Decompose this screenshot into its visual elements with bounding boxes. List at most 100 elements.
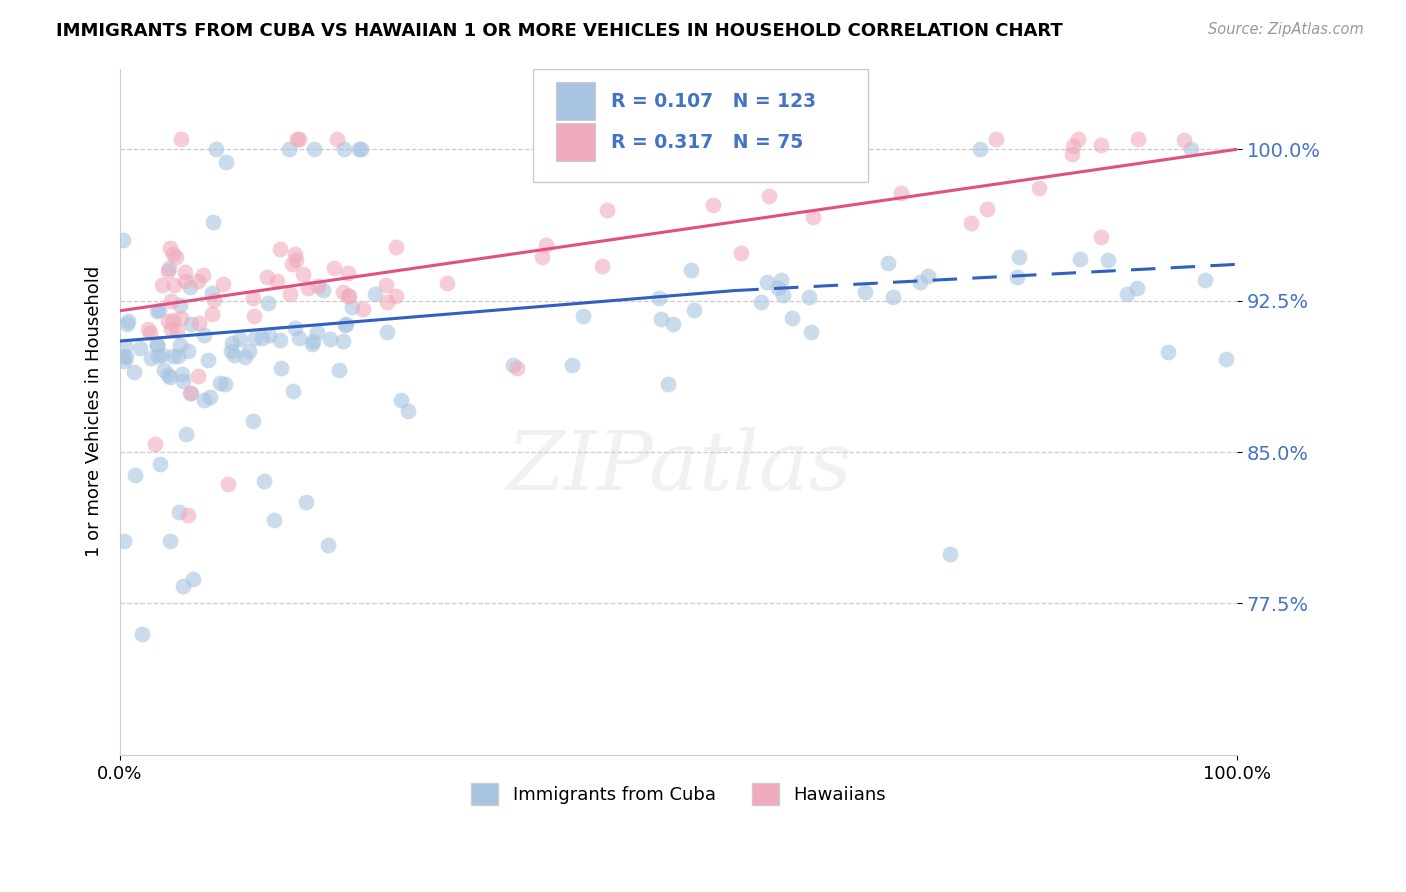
- Point: [183, 572, 205, 586]
- Point: [347, 142, 370, 156]
- Point: [202, 215, 225, 229]
- Point: [114, 338, 136, 352]
- Point: [159, 533, 181, 548]
- Point: [976, 202, 998, 217]
- Point: [302, 142, 325, 156]
- Point: [221, 344, 243, 359]
- Point: [332, 285, 354, 299]
- Point: [166, 324, 188, 338]
- Point: [374, 278, 396, 293]
- Point: [591, 260, 613, 274]
- Point: [1090, 230, 1112, 244]
- Point: [177, 344, 200, 359]
- Point: [243, 331, 266, 345]
- Point: [1066, 132, 1088, 146]
- Point: [377, 325, 399, 339]
- Point: [1028, 181, 1050, 195]
- Point: [253, 474, 276, 488]
- Point: [242, 291, 264, 305]
- Point: [1062, 138, 1084, 153]
- Point: [278, 287, 301, 301]
- Point: [801, 210, 824, 224]
- Point: [159, 370, 181, 384]
- Point: [772, 288, 794, 302]
- Point: [384, 240, 406, 254]
- Point: [257, 327, 280, 342]
- Point: [1173, 133, 1195, 147]
- Point: [333, 142, 356, 156]
- Point: [159, 241, 181, 255]
- Point: [149, 457, 172, 471]
- Point: [146, 338, 169, 352]
- Point: [333, 318, 356, 333]
- Point: [188, 316, 211, 330]
- Point: [758, 188, 780, 202]
- Point: [186, 274, 208, 288]
- Point: [202, 293, 225, 307]
- Point: [336, 266, 359, 280]
- Point: [266, 274, 288, 288]
- Point: [174, 426, 197, 441]
- Point: [211, 277, 233, 291]
- Point: [172, 579, 194, 593]
- Point: [285, 132, 308, 146]
- Point: [1126, 132, 1149, 146]
- Point: [769, 273, 792, 287]
- Point: [250, 330, 273, 344]
- Point: [572, 309, 595, 323]
- Point: [112, 354, 135, 368]
- Point: [336, 288, 359, 302]
- Point: [766, 281, 789, 295]
- Point: [173, 274, 195, 288]
- FancyBboxPatch shape: [555, 82, 595, 120]
- Point: [278, 142, 301, 156]
- Point: [191, 268, 214, 283]
- Point: [257, 296, 280, 310]
- Point: [157, 368, 180, 382]
- Point: [301, 337, 323, 351]
- Text: R = 0.317   N = 75: R = 0.317 N = 75: [612, 133, 817, 152]
- Point: [115, 350, 138, 364]
- Point: [162, 313, 184, 327]
- Point: [364, 286, 387, 301]
- Point: [1157, 344, 1180, 359]
- Point: [384, 288, 406, 302]
- Point: [180, 386, 202, 401]
- Point: [146, 349, 169, 363]
- Point: [332, 334, 354, 349]
- Point: [169, 298, 191, 312]
- Point: [201, 307, 224, 321]
- Point: [129, 341, 152, 355]
- Point: [269, 242, 291, 256]
- FancyBboxPatch shape: [533, 69, 869, 182]
- Point: [180, 317, 202, 331]
- Point: [1008, 250, 1031, 264]
- Point: [270, 360, 292, 375]
- Point: [917, 269, 939, 284]
- Point: [170, 132, 193, 146]
- Point: [436, 277, 458, 291]
- Point: [530, 250, 553, 264]
- Point: [702, 197, 724, 211]
- Point: [170, 311, 193, 326]
- Point: [162, 349, 184, 363]
- Point: [756, 275, 779, 289]
- Point: [169, 505, 191, 519]
- Point: [146, 338, 169, 352]
- Point: [1090, 137, 1112, 152]
- Point: [681, 263, 703, 277]
- Point: [984, 132, 1007, 146]
- Point: [326, 132, 349, 146]
- Point: [193, 328, 215, 343]
- Point: [217, 477, 239, 491]
- Point: [536, 238, 558, 252]
- Point: [312, 283, 335, 297]
- Point: [352, 301, 374, 316]
- Point: [882, 290, 904, 304]
- Y-axis label: 1 or more Vehicles in Household: 1 or more Vehicles in Household: [86, 266, 103, 558]
- Point: [163, 278, 186, 293]
- Point: [1069, 252, 1091, 267]
- Point: [263, 513, 285, 527]
- Text: IMMIGRANTS FROM CUBA VS HAWAIIAN 1 OR MORE VEHICLES IN HOUSEHOLD CORRELATION CHA: IMMIGRANTS FROM CUBA VS HAWAIIAN 1 OR MO…: [56, 22, 1063, 40]
- Point: [198, 390, 221, 404]
